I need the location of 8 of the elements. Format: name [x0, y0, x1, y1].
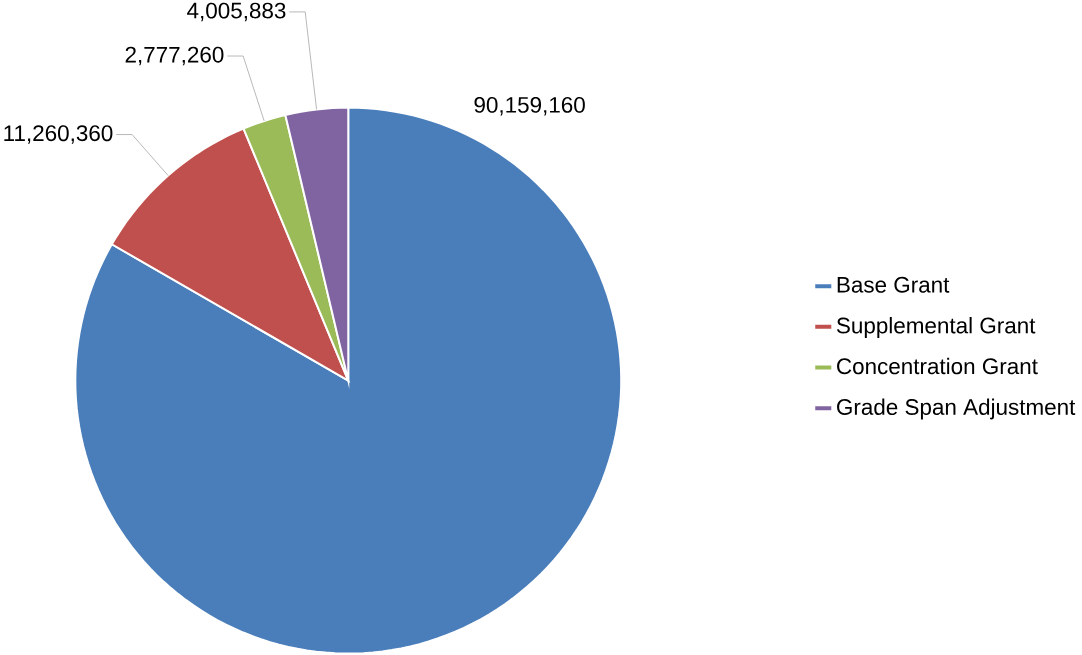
- data-label: 90,159,160: [474, 97, 585, 116]
- data-label: 11,260,360: [4, 125, 113, 145]
- legend-label: Grade Span Adjustment: [837, 398, 1076, 420]
- legend-label: Supplemental Grant: [836, 317, 1036, 339]
- data-label: 4,005,883: [187, 2, 286, 22]
- legend-label: Base Grant: [837, 277, 950, 293]
- data-label: 2,777,260: [125, 46, 224, 66]
- legend-label: Concentration Grant: [837, 357, 1038, 375]
